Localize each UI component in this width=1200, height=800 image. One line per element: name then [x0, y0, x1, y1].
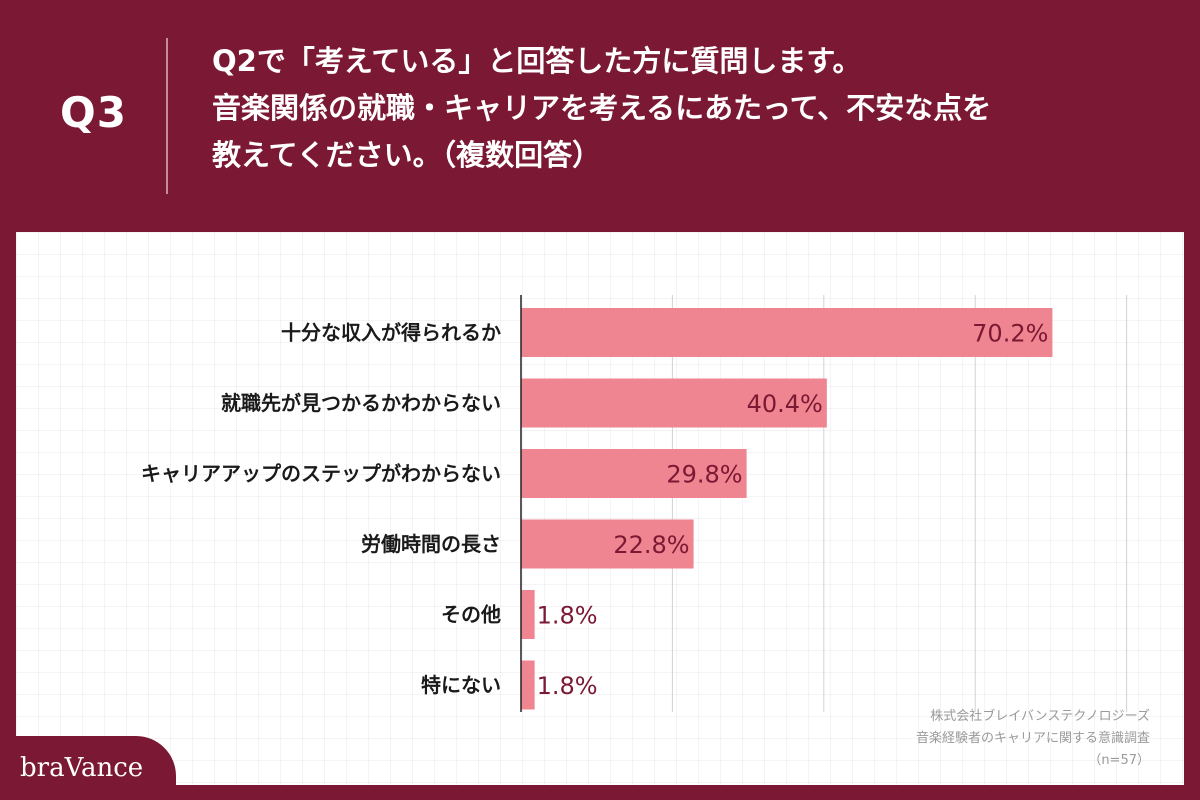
value-labels: 70.2% 40.4% 29.8% 22.8% 1.8% 1.8% — [537, 320, 1049, 701]
bar-6 — [521, 660, 535, 710]
category-labels: 十分な収入が得られるか就職先が見つかるかわからないキャリアアップのステップがわか… — [141, 321, 501, 698]
question-line-1: Q2で「考えている」と回答した方に質問します。 — [212, 44, 862, 78]
bar-3 — [521, 449, 747, 498]
category-label-2: 就職先が見つかるかわからない — [221, 391, 501, 415]
question-line-3: 教えてください。（複数回答） — [212, 138, 602, 172]
header: Q3 Q2で「考えている」と回答した方に質問します。 音楽関係の就職・キャリアを… — [0, 0, 1200, 232]
bravance-logo: braVance — [20, 753, 144, 783]
value-label-3: 29.8% — [666, 461, 742, 489]
value-label-2: 40.4% — [747, 390, 823, 418]
source-note: 株式会社ブレイバンステクノロジーズ 音楽経験者のキャリアに関する意識調査 （n=… — [916, 706, 1150, 772]
category-label-1: 十分な収入が得られるか — [281, 321, 501, 345]
logo-tab — [0, 736, 176, 800]
bar-4 — [521, 519, 694, 569]
bar-1 — [521, 308, 1053, 357]
bar-chart: 十分な収入が得られるか就職先が見つかるかわからないキャリアアップのステップがわか… — [141, 295, 1128, 712]
value-label-6: 1.8% — [537, 672, 598, 700]
category-label-4: 労働時間の長さ — [361, 532, 501, 556]
question-line-2: 音楽関係の就職・キャリアを考えるにあたって、不安な点を — [212, 91, 992, 125]
header-divider — [166, 38, 168, 194]
value-label-4: 22.8% — [613, 531, 689, 559]
bar-2 — [521, 378, 827, 428]
source-sample-size: （n=57） — [1088, 753, 1150, 768]
category-label-6: 特にない — [421, 673, 501, 697]
source-company: 株式会社ブレイバンステクノロジーズ — [930, 709, 1150, 724]
question-text: Q2で「考えている」と回答した方に質問します。 音楽関係の就職・キャリアを考える… — [212, 38, 1172, 179]
category-label-3: キャリアアップのステップがわからない — [141, 462, 501, 486]
bar-5 — [521, 590, 535, 639]
chart-panel: 十分な収入が得られるか就職先が見つかるかわからないキャリアアップのステップがわか… — [16, 232, 1184, 785]
source-survey: 音楽経験者のキャリアに関する意識調査 — [915, 731, 1150, 746]
value-label-5: 1.8% — [537, 602, 598, 630]
category-label-5: その他 — [441, 603, 501, 627]
bars — [521, 308, 1053, 710]
grid-lines — [671, 295, 1128, 712]
value-label-1: 70.2% — [972, 320, 1048, 348]
question-number: Q3 — [60, 88, 127, 137]
